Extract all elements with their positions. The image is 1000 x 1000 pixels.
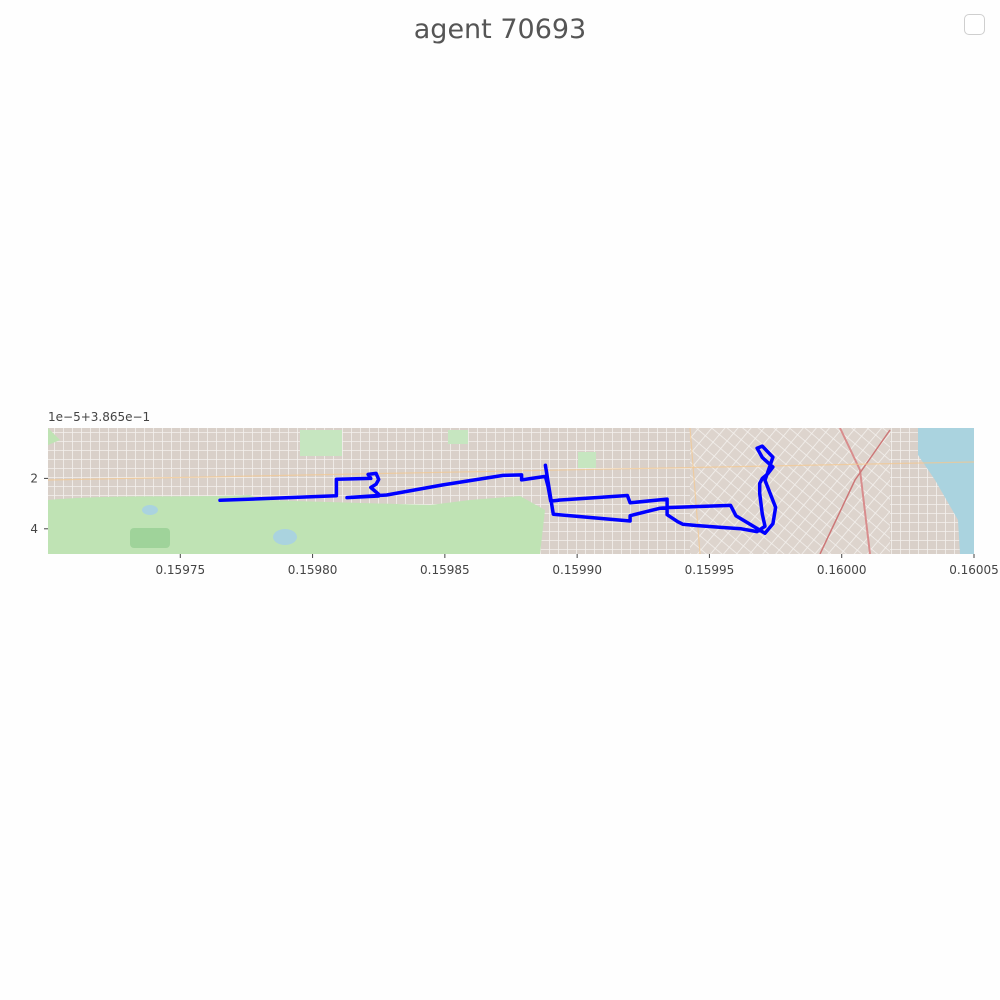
map-tiles xyxy=(48,428,974,554)
rail-line xyxy=(839,428,871,554)
x-tick-label: 0.15975 xyxy=(155,563,205,577)
y-axis-ticks: 24 xyxy=(30,471,48,536)
x-tick-label: 0.15985 xyxy=(420,563,470,577)
downtown-grid-area xyxy=(690,428,890,554)
park-block xyxy=(578,452,596,468)
y-tick-label: 2 xyxy=(30,471,38,485)
y-tick-label: 4 xyxy=(30,522,38,536)
x-axis-ticks: 0.15975 0.15980 0.15985 0.15990 0.15995 0.160… xyxy=(155,554,999,577)
park-block xyxy=(300,430,342,456)
park-area-corner xyxy=(48,428,60,445)
axes: 0.15975 0.15980 0.15985 0.15990 0.15995 0.160… xyxy=(30,471,998,577)
x-tick-label: 0.15980 xyxy=(288,563,338,577)
legend-toggle-checkbox[interactable] xyxy=(964,14,985,35)
lake xyxy=(142,505,158,515)
trajectory-line xyxy=(218,444,778,536)
axis-offset-label: 1e−5+3.865e−1 xyxy=(48,410,151,424)
x-tick-label: 0.16000 xyxy=(817,563,867,577)
x-tick-label: 0.15990 xyxy=(552,563,602,577)
arterial-road xyxy=(689,428,701,554)
highway xyxy=(819,429,891,554)
chart-title: agent 70693 xyxy=(413,14,587,45)
lake xyxy=(273,529,297,545)
stadium-field xyxy=(130,528,170,548)
x-tick-label: 0.15995 xyxy=(685,563,735,577)
x-tick-label: 0.16005 xyxy=(949,563,999,577)
arterial-road xyxy=(48,461,974,481)
park-block xyxy=(448,430,468,444)
park-area xyxy=(48,495,545,554)
bay-water xyxy=(918,428,974,554)
